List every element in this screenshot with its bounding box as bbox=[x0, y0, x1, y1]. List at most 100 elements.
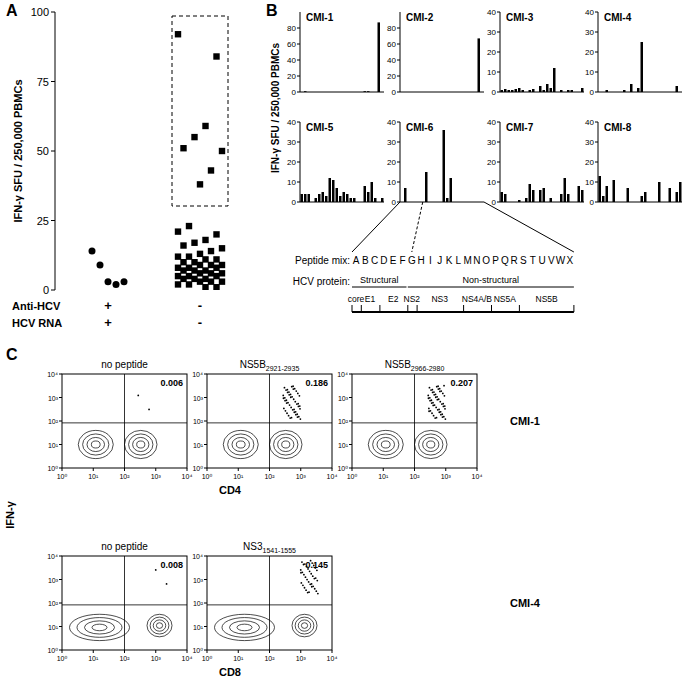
x-tick-label: 10² bbox=[264, 473, 275, 480]
y-tick-label: 0 bbox=[43, 284, 49, 296]
bar bbox=[613, 180, 616, 202]
y-tick bbox=[59, 444, 62, 445]
event bbox=[428, 410, 430, 412]
plot-title: NS5B2966-2980 bbox=[385, 359, 445, 372]
y-tick bbox=[397, 76, 400, 77]
event bbox=[312, 575, 314, 577]
protein-boundary bbox=[407, 305, 408, 312]
y-tick-label: 10¹ bbox=[193, 442, 204, 449]
y-tick bbox=[595, 182, 598, 183]
point bbox=[191, 276, 197, 282]
mix-letter: A bbox=[353, 255, 360, 266]
event bbox=[442, 416, 444, 418]
bar bbox=[676, 192, 679, 202]
contour bbox=[150, 617, 169, 634]
y-tick bbox=[349, 444, 352, 445]
event bbox=[432, 405, 434, 407]
point bbox=[219, 262, 225, 268]
event bbox=[291, 386, 293, 388]
x-axis-label: CD8 bbox=[219, 666, 241, 678]
protein-bar bbox=[352, 311, 574, 313]
mix-letter: C bbox=[371, 255, 378, 266]
bars bbox=[301, 178, 384, 202]
y-tick-label: 20 bbox=[487, 48, 496, 57]
y-tick-label: 80 bbox=[387, 24, 396, 33]
event bbox=[313, 578, 315, 580]
percent-label: 0.207 bbox=[450, 378, 473, 388]
event bbox=[437, 409, 439, 411]
point bbox=[97, 261, 104, 268]
y-tick-label: 30 bbox=[585, 138, 594, 147]
y-tick-label: 0 bbox=[292, 88, 297, 97]
x-tick bbox=[332, 650, 333, 653]
plot-title: NS5B2921-2935 bbox=[240, 359, 300, 372]
event bbox=[296, 403, 298, 405]
gate bbox=[124, 374, 125, 468]
y-tick bbox=[595, 72, 598, 73]
y-tick-label: 10 bbox=[487, 68, 496, 77]
bar bbox=[532, 190, 535, 202]
y-axis bbox=[300, 12, 301, 92]
y-tick bbox=[59, 579, 62, 580]
contour bbox=[373, 434, 399, 455]
y-tick bbox=[51, 220, 55, 221]
points bbox=[89, 31, 226, 290]
event bbox=[439, 401, 441, 403]
bar bbox=[599, 176, 602, 202]
bars bbox=[304, 22, 380, 92]
x-tick-label: 10² bbox=[264, 655, 275, 662]
y-tick bbox=[297, 122, 300, 123]
bar bbox=[550, 88, 553, 92]
bar bbox=[658, 182, 661, 202]
event bbox=[428, 408, 430, 410]
bars bbox=[606, 42, 679, 92]
bar-chart: 010203040CMI-3 bbox=[487, 8, 584, 97]
y-tick bbox=[497, 12, 500, 13]
x-tick-label: 10¹ bbox=[88, 655, 99, 662]
contour bbox=[147, 614, 172, 637]
y-tick bbox=[397, 60, 400, 61]
point bbox=[213, 53, 219, 59]
event bbox=[283, 397, 285, 399]
bars bbox=[599, 176, 682, 202]
y-tick bbox=[297, 28, 300, 29]
mix-letter: U bbox=[538, 255, 545, 266]
y-tick-label: 100 bbox=[31, 6, 49, 18]
point bbox=[191, 240, 197, 246]
event bbox=[314, 588, 316, 590]
x-tick-label: 10¹ bbox=[88, 473, 99, 480]
contour bbox=[230, 621, 260, 634]
point bbox=[180, 267, 186, 273]
contour bbox=[222, 618, 267, 638]
event bbox=[436, 386, 438, 388]
mix-letter: I bbox=[429, 255, 432, 266]
event bbox=[316, 580, 318, 582]
x-tick bbox=[300, 650, 301, 653]
bar bbox=[343, 192, 346, 202]
gate bbox=[414, 374, 415, 468]
y-tick-label: 0 bbox=[292, 198, 297, 207]
point bbox=[213, 231, 219, 237]
point bbox=[180, 276, 186, 282]
x-axis bbox=[500, 92, 584, 93]
contour bbox=[292, 614, 317, 637]
y-tick-label: 30 bbox=[585, 28, 594, 37]
protein-name: E1 bbox=[365, 294, 376, 304]
point bbox=[175, 265, 181, 271]
bar bbox=[353, 198, 356, 202]
x-tick bbox=[187, 650, 188, 653]
point bbox=[197, 181, 203, 187]
y-tick bbox=[595, 32, 598, 33]
bar-chart: 010203040CMI-8 bbox=[585, 118, 682, 207]
event bbox=[290, 396, 292, 398]
y-tick bbox=[204, 374, 207, 375]
gate bbox=[207, 604, 332, 605]
y-tick-label: 40 bbox=[585, 118, 594, 127]
bar bbox=[676, 86, 679, 92]
event bbox=[441, 403, 443, 405]
plot-title-main: NS3 bbox=[243, 541, 263, 552]
y-axis-label: IFN-γ SFU / 250,000 PBMCs bbox=[270, 43, 281, 173]
y-tick-label: 40 bbox=[287, 118, 296, 127]
y-tick bbox=[51, 290, 55, 291]
y-tick-label: 10⁰ bbox=[192, 647, 203, 654]
